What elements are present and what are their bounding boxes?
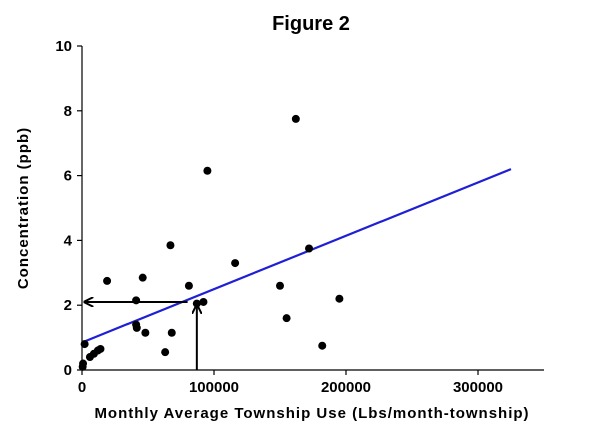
data-point xyxy=(318,342,326,350)
chart-title: Figure 2 xyxy=(272,13,350,35)
y-axis-label: Concentration (ppb) xyxy=(15,127,32,289)
data-point xyxy=(133,324,141,332)
x-tick-label: 100000 xyxy=(189,379,239,396)
data-point xyxy=(161,348,169,356)
data-point xyxy=(199,298,207,306)
data-point xyxy=(96,345,104,353)
y-tick-label: 10 xyxy=(55,38,72,55)
y-tick-label: 2 xyxy=(64,297,72,314)
trendline xyxy=(82,169,511,342)
data-point xyxy=(166,241,174,249)
y-tick-label: 8 xyxy=(64,103,72,120)
x-tick-label: 200000 xyxy=(321,379,371,396)
x-axis-label: Monthly Average Township Use (Lbs/month-… xyxy=(94,405,529,422)
data-points xyxy=(79,115,344,371)
y-tick-label: 4 xyxy=(64,232,73,249)
data-point xyxy=(132,296,140,304)
data-point xyxy=(141,329,149,337)
x-tick-label: 300000 xyxy=(453,379,503,396)
data-point xyxy=(231,259,239,267)
y-tick-label: 6 xyxy=(64,168,72,185)
data-point xyxy=(283,314,291,322)
data-point xyxy=(203,167,211,175)
data-point xyxy=(81,340,89,348)
y-tick-label: 0 xyxy=(64,362,72,379)
data-point xyxy=(168,329,176,337)
data-point xyxy=(305,245,313,253)
data-point xyxy=(103,277,111,285)
data-point xyxy=(335,295,343,303)
y-ticks: 0 2 4 6 8 10 xyxy=(55,38,82,379)
x-tick-label: 0 xyxy=(78,379,86,396)
data-point xyxy=(292,115,300,123)
annotation-arrows xyxy=(85,302,197,370)
data-point xyxy=(139,274,147,282)
x-ticks: 0 100000 200000 300000 xyxy=(78,370,503,396)
axes xyxy=(82,46,544,370)
data-point xyxy=(185,282,193,290)
data-point xyxy=(79,360,87,368)
data-point xyxy=(276,282,284,290)
trendline-group xyxy=(82,169,511,342)
